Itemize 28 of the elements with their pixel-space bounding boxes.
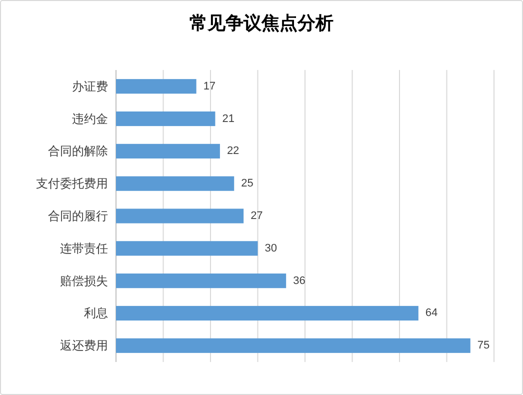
y-tick-label: 办证费 [72, 79, 108, 94]
data-label: 30 [264, 242, 277, 254]
bar [116, 338, 470, 353]
data-label: 25 [241, 178, 254, 190]
bar [116, 274, 286, 288]
y-tick-label: 返还费用 [60, 338, 108, 353]
y-tick-label: 合同的解除 [48, 144, 108, 158]
data-label: 17 [203, 80, 216, 92]
data-label: 36 [293, 274, 306, 287]
y-tick-label: 连带责任 [60, 241, 108, 256]
data-label: 75 [477, 340, 490, 352]
bar [116, 241, 258, 256]
y-tick-label: 利息 [84, 306, 108, 320]
y-tick-label: 合同的履行 [48, 209, 108, 223]
bar [116, 79, 196, 94]
data-label: 21 [222, 112, 234, 125]
y-tick-label: 违约金 [72, 112, 108, 126]
bar [116, 144, 220, 158]
chart-title: 常见争议焦点分析 [190, 13, 334, 34]
data-label: 27 [250, 210, 263, 222]
data-label: 64 [425, 307, 438, 320]
bar [116, 306, 418, 321]
bar [116, 208, 244, 224]
bar [116, 111, 216, 126]
data-label: 22 [226, 145, 240, 158]
y-tick-label: 赔偿损失 [60, 274, 108, 288]
y-tick-label: 支付委托费用 [36, 176, 108, 191]
bar [116, 176, 234, 191]
